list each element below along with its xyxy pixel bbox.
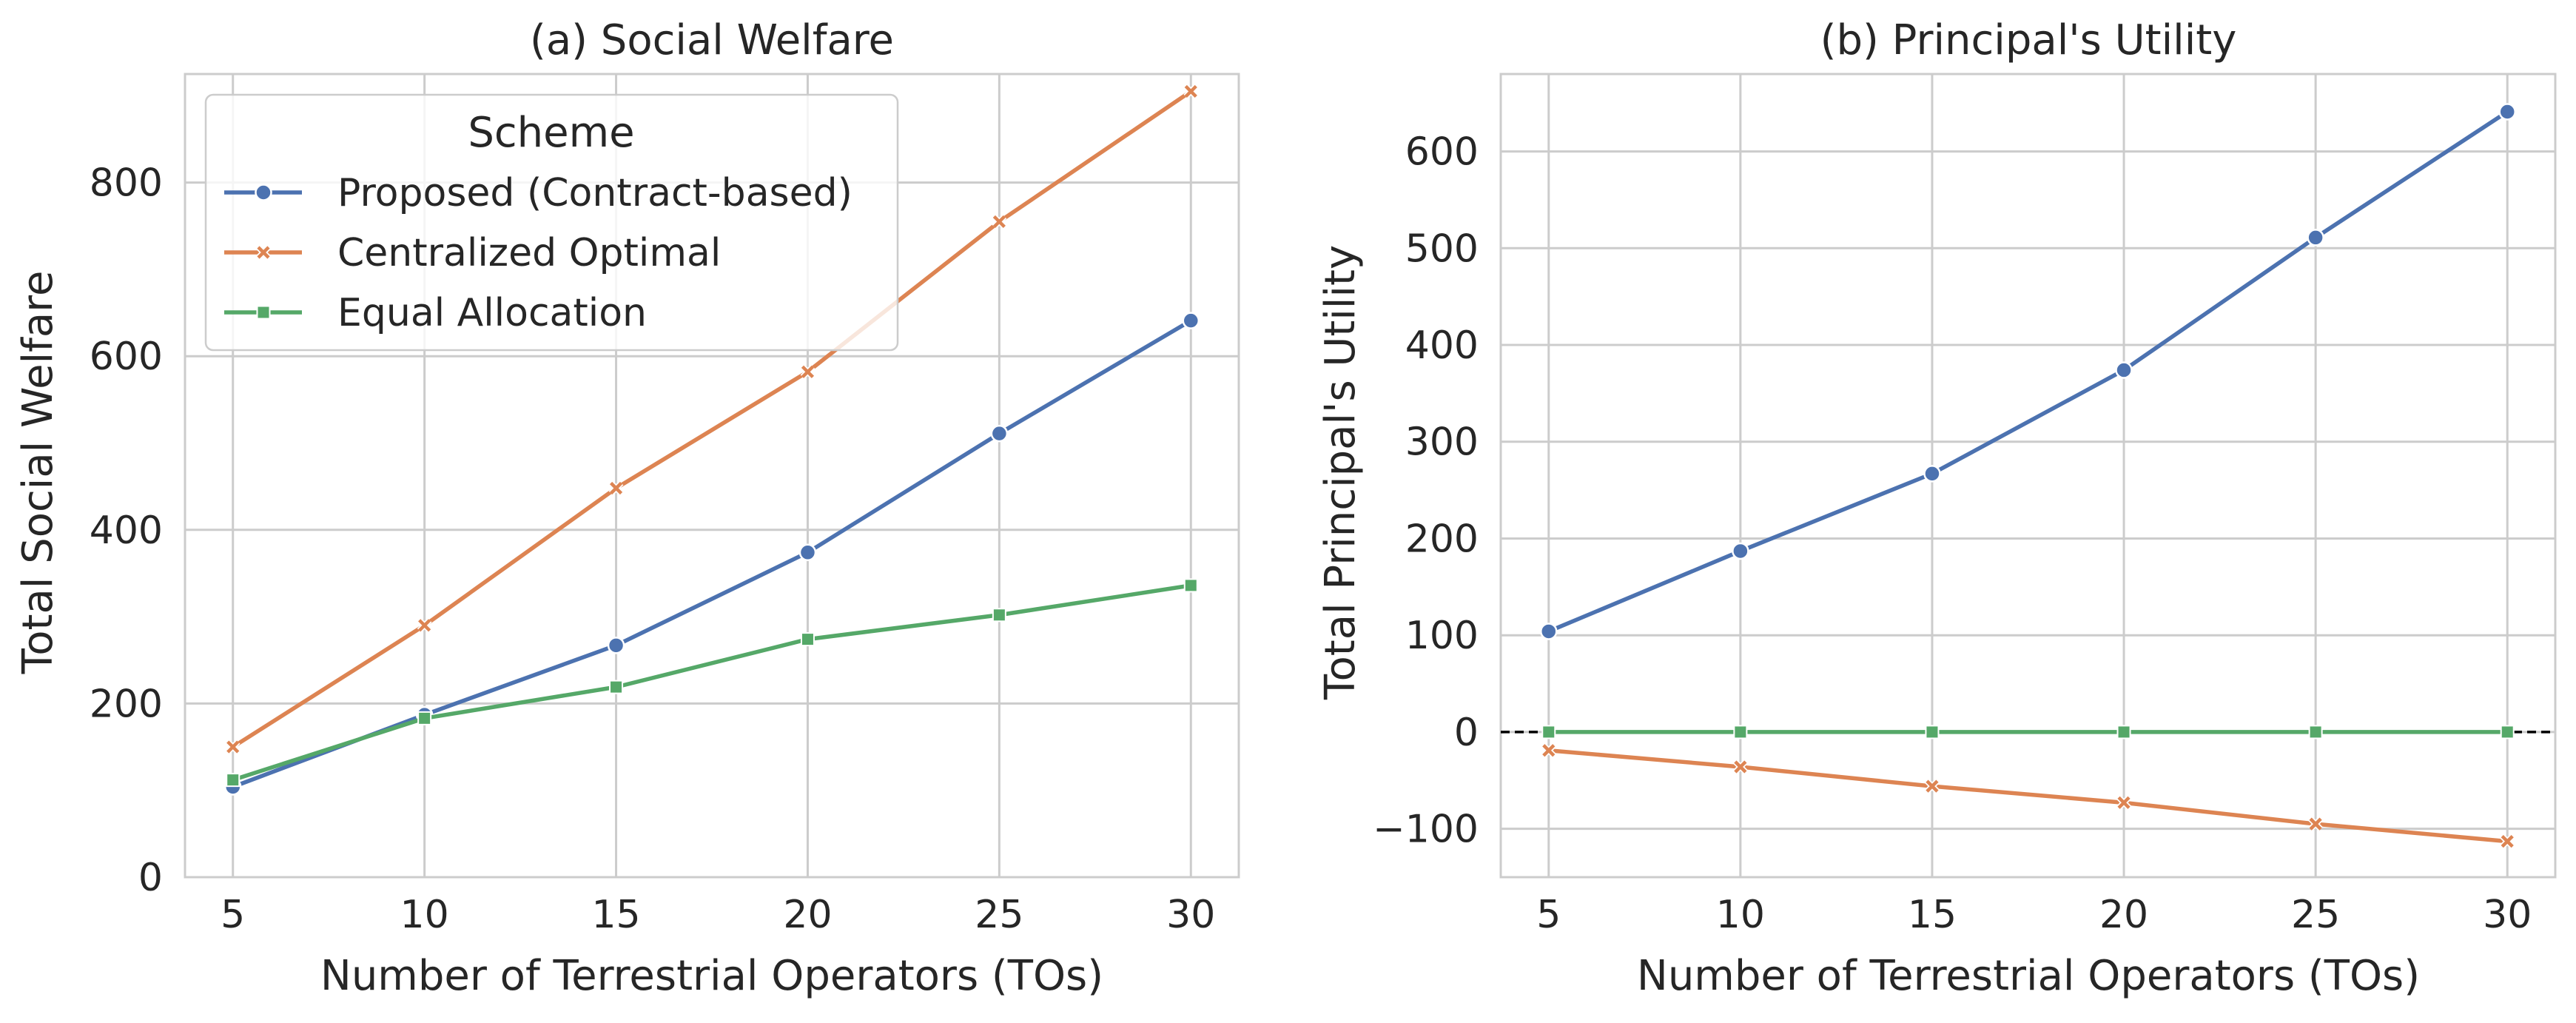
- x-tick-label: 30: [1166, 893, 1215, 937]
- y-tick-label: 600: [90, 335, 163, 379]
- data-point: [1923, 465, 1941, 483]
- data-point: [1183, 578, 1198, 593]
- y-tick-label: 400: [1405, 323, 1479, 368]
- data-point: [1925, 725, 1940, 739]
- x-tick-label: 15: [591, 893, 640, 937]
- series-proposed-contract-based: [1540, 103, 2516, 640]
- legend-item: Proposed (Contract-based): [224, 171, 852, 215]
- data-point: [417, 711, 432, 725]
- data-point: [2501, 835, 2514, 848]
- series-line: [232, 90, 1192, 749]
- x-tick-label: 25: [2291, 893, 2340, 937]
- legend-label: Proposed (Contract-based): [337, 171, 852, 215]
- series-line: [1547, 110, 2509, 634]
- data-point: [2309, 817, 2322, 831]
- legend-label: Equal Allocation: [337, 291, 647, 335]
- series-line: [232, 583, 1191, 782]
- data-point: [1540, 623, 1558, 640]
- legend-swatch-marker: [256, 305, 271, 320]
- data-point: [607, 637, 625, 654]
- data-point: [2116, 725, 2131, 739]
- data-point: [2500, 725, 2515, 739]
- y-tick-label: 600: [1405, 130, 1479, 175]
- y-tick-label: 200: [90, 682, 163, 726]
- y-tick-label: 800: [90, 161, 163, 206]
- plot-area: [1499, 73, 2557, 879]
- data-point: [609, 481, 623, 495]
- data-point: [226, 773, 241, 788]
- x-tick-label: 5: [1536, 893, 1561, 937]
- data-point: [1184, 84, 1197, 98]
- series-equal-allocation: [226, 578, 1198, 788]
- legend: Scheme Proposed (Contract-based) Centraliz…: [204, 93, 899, 352]
- y-axis-label: Total Social Welfare: [14, 271, 62, 675]
- data-point: [2117, 796, 2131, 809]
- data-point: [1541, 725, 1556, 739]
- data-point: [800, 632, 815, 647]
- data-point: [2307, 229, 2324, 246]
- data-point: [1734, 760, 1747, 774]
- x-axis-label: Number of Terrestrial Operators (TOs): [320, 952, 1103, 1000]
- y-tick-label: 400: [90, 509, 163, 553]
- legend-swatch-marker: [255, 184, 272, 201]
- data-point: [801, 365, 815, 378]
- y-tick-label: 100: [1405, 614, 1479, 658]
- panel-social-welfare: 5 10 15 20 25 30 0 200 400 600 800 Scheme Proposed (…: [14, 16, 1240, 1000]
- y-tick-label: 0: [138, 856, 163, 900]
- legend-item: Centralized Optimal: [224, 231, 721, 275]
- x-tick-label: 15: [1908, 893, 1957, 937]
- data-point: [992, 215, 1006, 228]
- data-point: [1733, 725, 1748, 739]
- x-tick-label: 10: [1716, 893, 1765, 937]
- data-point: [992, 608, 1006, 623]
- y-axis-label: Total Principal's Utility: [1316, 245, 1365, 700]
- y-tick-label: 0: [1454, 711, 1479, 755]
- data-point: [1182, 312, 1200, 329]
- series-centralized-optimal: [1541, 742, 2515, 849]
- chart-title: (a) Social Welfare: [530, 16, 894, 64]
- data-point: [609, 680, 624, 694]
- data-point: [418, 619, 431, 632]
- data-point: [990, 424, 1009, 443]
- legend-item: Equal Allocation: [224, 291, 647, 335]
- data-point: [2308, 725, 2323, 739]
- data-point: [1542, 744, 1556, 757]
- y-tick-label: 500: [1405, 227, 1479, 271]
- legend-box: [204, 93, 899, 352]
- legend-label: Centralized Optimal: [337, 231, 721, 275]
- data-point: [226, 740, 240, 754]
- data-point: [2115, 361, 2133, 379]
- data-point: [2498, 103, 2516, 121]
- series-equal-allocation: [1541, 725, 2515, 739]
- y-tick-label: −100: [1373, 808, 1479, 852]
- legend-swatch-marker: [257, 246, 270, 259]
- x-tick-label: 5: [221, 893, 245, 937]
- panel-principal-utility: 5 10 15 20 25 30 −100 0 100 200 300 400 500 600 (b) Pr…: [1316, 16, 2557, 1000]
- x-tick-label: 20: [783, 893, 832, 937]
- data-point: [1732, 542, 1749, 560]
- y-tick-label: 200: [1405, 517, 1479, 561]
- x-axis-label: Number of Terrestrial Operators (TOs): [1637, 952, 2420, 1000]
- x-tick-label: 25: [975, 893, 1023, 937]
- data-point: [798, 543, 817, 562]
- chart-title: (b) Principal's Utility: [1820, 16, 2237, 64]
- x-tick-label: 20: [2099, 893, 2148, 937]
- x-tick-label: 10: [400, 893, 449, 937]
- series-line: [1548, 748, 2508, 844]
- legend-title: Scheme: [468, 109, 634, 157]
- x-tick-label: 30: [2483, 893, 2532, 937]
- y-tick-label: 300: [1405, 420, 1479, 465]
- series-centralized-optimal: [225, 84, 1199, 754]
- data-point: [1926, 779, 1939, 793]
